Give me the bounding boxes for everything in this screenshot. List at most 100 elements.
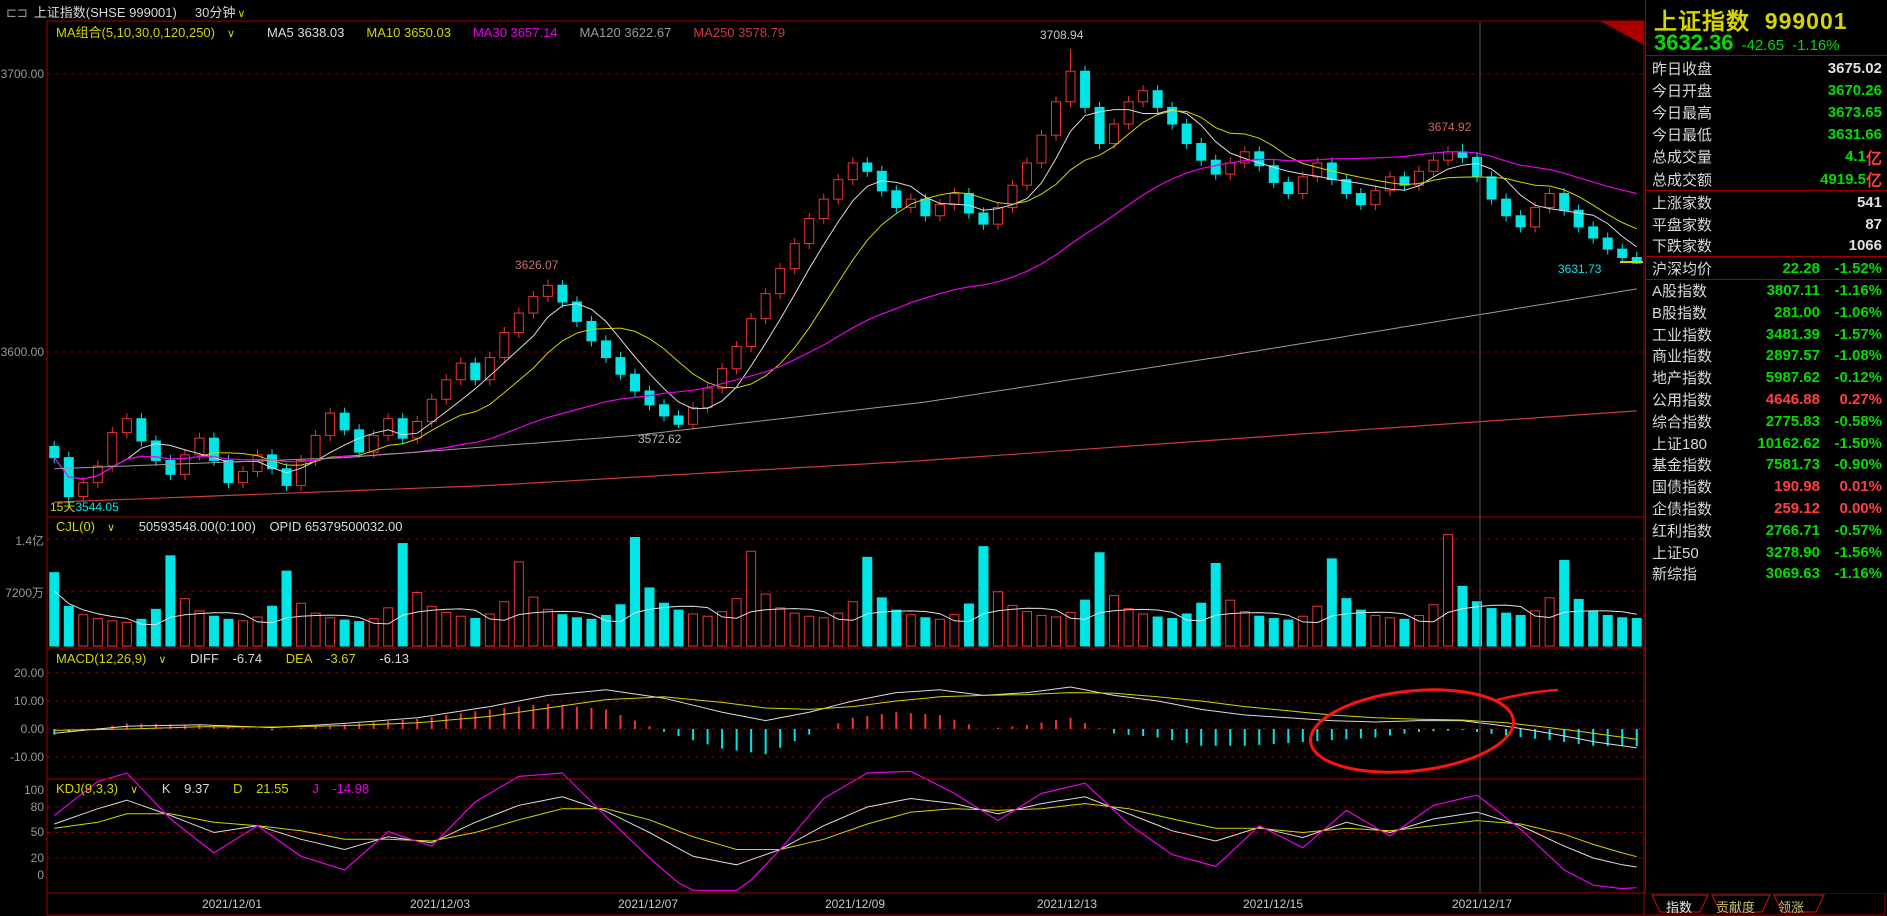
index-row-A股指数[interactable]: A股指数 3807.11 -1.16% bbox=[1652, 282, 1882, 300]
quote-row[interactable]: 总成交量 4.1 亿 bbox=[1646, 146, 1887, 168]
index-row-上证180[interactable]: 上证180 10162.62 -1.50% bbox=[1652, 434, 1882, 453]
price-axis-tick: 3600.00 bbox=[0, 345, 44, 359]
kdj-axis-tick: 50 bbox=[30, 825, 44, 839]
index-row-企债指数[interactable]: 企债指数 259.12 0.00% bbox=[1652, 500, 1882, 518]
date-tick: 2021/12/01 bbox=[201, 897, 263, 911]
quote-row-unit: 亿 bbox=[1865, 173, 1882, 190]
macd-axis-tick: 10.00 bbox=[13, 694, 44, 708]
kdj-layer bbox=[53, 770, 1637, 891]
price-axis-tick: 3700.00 bbox=[0, 67, 44, 81]
period-selector[interactable]: 30分钟 ∨ bbox=[194, 5, 246, 20]
breadth-row[interactable]: 平盘家数 87 bbox=[1652, 215, 1882, 234]
kdj-axis-tick: 100 bbox=[23, 783, 44, 797]
ma-value-ma120: MA120 3622.67 bbox=[579, 25, 672, 40]
volume-axis-tick: 1.4亿 bbox=[15, 534, 44, 548]
chevron-down-icon: ∨ bbox=[107, 522, 116, 534]
index-row-基金指数[interactable]: 基金指数 7581.73 -0.90% bbox=[1652, 456, 1882, 475]
quote-row-label: 今日开盘 bbox=[1652, 82, 1713, 100]
chevron-down-icon: ∨ bbox=[237, 8, 246, 20]
price-peak-label: 3708.94 bbox=[1040, 28, 1084, 42]
date-tick: 2021/12/15 bbox=[1242, 897, 1304, 911]
volume-indicator-header[interactable]: CJL(0) ∨ 50593548.00(0:100) OPID 65379500… bbox=[56, 519, 403, 534]
quote-row-label: 今日最低 bbox=[1652, 127, 1713, 145]
price-peak-label: 3626.07 bbox=[515, 258, 559, 272]
quote-row-label: 总成交量 bbox=[1652, 149, 1713, 167]
candles-layer bbox=[49, 49, 1642, 508]
quote-title: 上证指数 999001 bbox=[1654, 8, 1848, 34]
chevron-down-icon: ∨ bbox=[158, 654, 167, 666]
index-row-地产指数[interactable]: 地产指数 5987.62 -0.12% bbox=[1652, 369, 1882, 388]
tab-领涨[interactable]: 领涨 bbox=[1778, 900, 1805, 915]
macd-bar-value: -6.13 bbox=[379, 651, 410, 666]
date-tick: 2021/12/09 bbox=[824, 897, 886, 911]
volume-bars bbox=[49, 533, 1642, 647]
quote-row-value: 3675.02 bbox=[1827, 59, 1882, 77]
quote-row-value: 3673.65 bbox=[1827, 103, 1882, 121]
quote-row[interactable]: 今日开盘 3670.26 bbox=[1646, 79, 1887, 101]
index-row-工业指数[interactable]: 工业指数 3481.39 -1.57% bbox=[1652, 325, 1882, 344]
date-tick: 2021/12/17 bbox=[1451, 897, 1513, 911]
index-row-B股指数[interactable]: B股指数 281.00 -1.06% bbox=[1652, 303, 1882, 322]
kdj-j-value: -14.98 bbox=[332, 781, 370, 796]
index-row-新综指[interactable]: 新综指 3069.63 -1.16% bbox=[1652, 565, 1882, 584]
last-price-label: 3631.73 bbox=[1558, 262, 1602, 276]
chevron-down-icon: ∨ bbox=[130, 784, 139, 796]
quote-row[interactable]: 总成交额 4919.5 亿 bbox=[1646, 168, 1887, 191]
quote-row[interactable]: 今日最低 3631.66 bbox=[1646, 124, 1887, 146]
quote-row[interactable]: 今日最高 3673.65 bbox=[1646, 101, 1887, 123]
kdj-d-value: 21.55 bbox=[256, 781, 289, 796]
quote-row-label: 总成交额 bbox=[1652, 171, 1713, 189]
quote-row[interactable]: 昨日收盘 3675.02 bbox=[1646, 57, 1887, 79]
kdj-axis-tick: 80 bbox=[30, 800, 44, 814]
breadth-row[interactable]: 上涨家数 541 bbox=[1652, 194, 1882, 212]
price-peak-label: 3674.92 bbox=[1428, 120, 1472, 134]
index-row-商业指数[interactable]: 商业指数 2897.57 -1.08% bbox=[1652, 347, 1882, 366]
quote-panel: 上证指数 999001 3632.36 -42.65 -1.16% 昨日收盘 3675… bbox=[1645, 0, 1887, 893]
quote-code: 999001 bbox=[1764, 8, 1848, 34]
avg-price-row[interactable]: 沪深均价 22.28 -1.52% bbox=[1652, 260, 1882, 278]
macd-indicator-header[interactable]: MACD(12,26,9) ∨ DIFF -6.74 DEA -3.67 -6.1… bbox=[56, 651, 410, 666]
gridlines bbox=[47, 73, 1644, 859]
quote-row-label: 昨日收盘 bbox=[1652, 60, 1713, 78]
tab-贡献度[interactable]: 贡献度 bbox=[1716, 900, 1756, 915]
price-change-pct: -1.16% bbox=[1792, 37, 1840, 54]
kdj-indicator-header[interactable]: KDJ(9,3,3) ∨ K 9.37 D 21.55 J -14.98 bbox=[56, 781, 370, 796]
quote-row-label: 今日最高 bbox=[1652, 104, 1713, 122]
index-row-红利指数[interactable]: 红利指数 2766.71 -0.57% bbox=[1652, 521, 1882, 540]
corner-flag bbox=[1600, 21, 1644, 45]
date-tick: 2021/12/03 bbox=[409, 897, 471, 911]
index-row-上证50[interactable]: 上证50 3278.90 -1.56% bbox=[1652, 543, 1882, 562]
bottom-tabs[interactable] bbox=[1651, 894, 1825, 913]
index-row-公用指数[interactable]: 公用指数 4646.88 0.27% bbox=[1652, 391, 1882, 409]
kdj-axis-tick: 0 bbox=[37, 868, 44, 882]
macd-axis-tick: -10.00 bbox=[9, 750, 44, 764]
index-row-国债指数[interactable]: 国债指数 190.98 0.01% bbox=[1652, 478, 1882, 497]
macd-layer bbox=[53, 686, 1638, 755]
last-price: 3632.36 bbox=[1654, 30, 1734, 55]
macd-axis-tick: 0.00 bbox=[20, 722, 44, 736]
chevron-down-icon: ∨ bbox=[226, 28, 236, 40]
tab-指数[interactable]: 指数 bbox=[1666, 900, 1693, 915]
index-row-综合指数[interactable]: 综合指数 2775.83 -0.58% bbox=[1652, 412, 1882, 431]
date-tick: 2021/12/07 bbox=[617, 897, 679, 911]
volume-axis-tick: 7200万 bbox=[5, 586, 44, 600]
quote-row-value: 3631.66 bbox=[1827, 126, 1882, 144]
breadth-row[interactable]: 下跌家数 1066 bbox=[1652, 237, 1882, 255]
ma-indicator-header[interactable]: MA组合(5,10,30,0,120,250) ∨ MA5 3638.03 MA10 … bbox=[56, 22, 805, 41]
price-change: -42.65 bbox=[1741, 37, 1785, 54]
date-tick: 2021/12/13 bbox=[1036, 897, 1098, 911]
macd-axis-tick: 20.00 bbox=[13, 666, 44, 680]
pane-borders bbox=[46, 0, 1886, 916]
price-trough-label: 3572.62 bbox=[638, 432, 682, 446]
quote-row-value: 4919.5 bbox=[1820, 170, 1866, 188]
low15-label: 15天3544.05 bbox=[50, 500, 119, 514]
volume-value: 50593548.00(0:100) bbox=[138, 519, 256, 534]
quote-price-row: 3632.36 -42.65 -1.16% bbox=[1654, 30, 1840, 56]
ma-group-label: MA组合(5,10,30,0,120,250) bbox=[56, 25, 215, 40]
window-icon: ⊏⊐ bbox=[6, 5, 28, 20]
ma-value-ma250: MA250 3578.79 bbox=[693, 25, 786, 40]
quote-row-value: 4.1 bbox=[1845, 148, 1866, 166]
ma-value-ma10: MA10 3650.03 bbox=[366, 25, 451, 40]
